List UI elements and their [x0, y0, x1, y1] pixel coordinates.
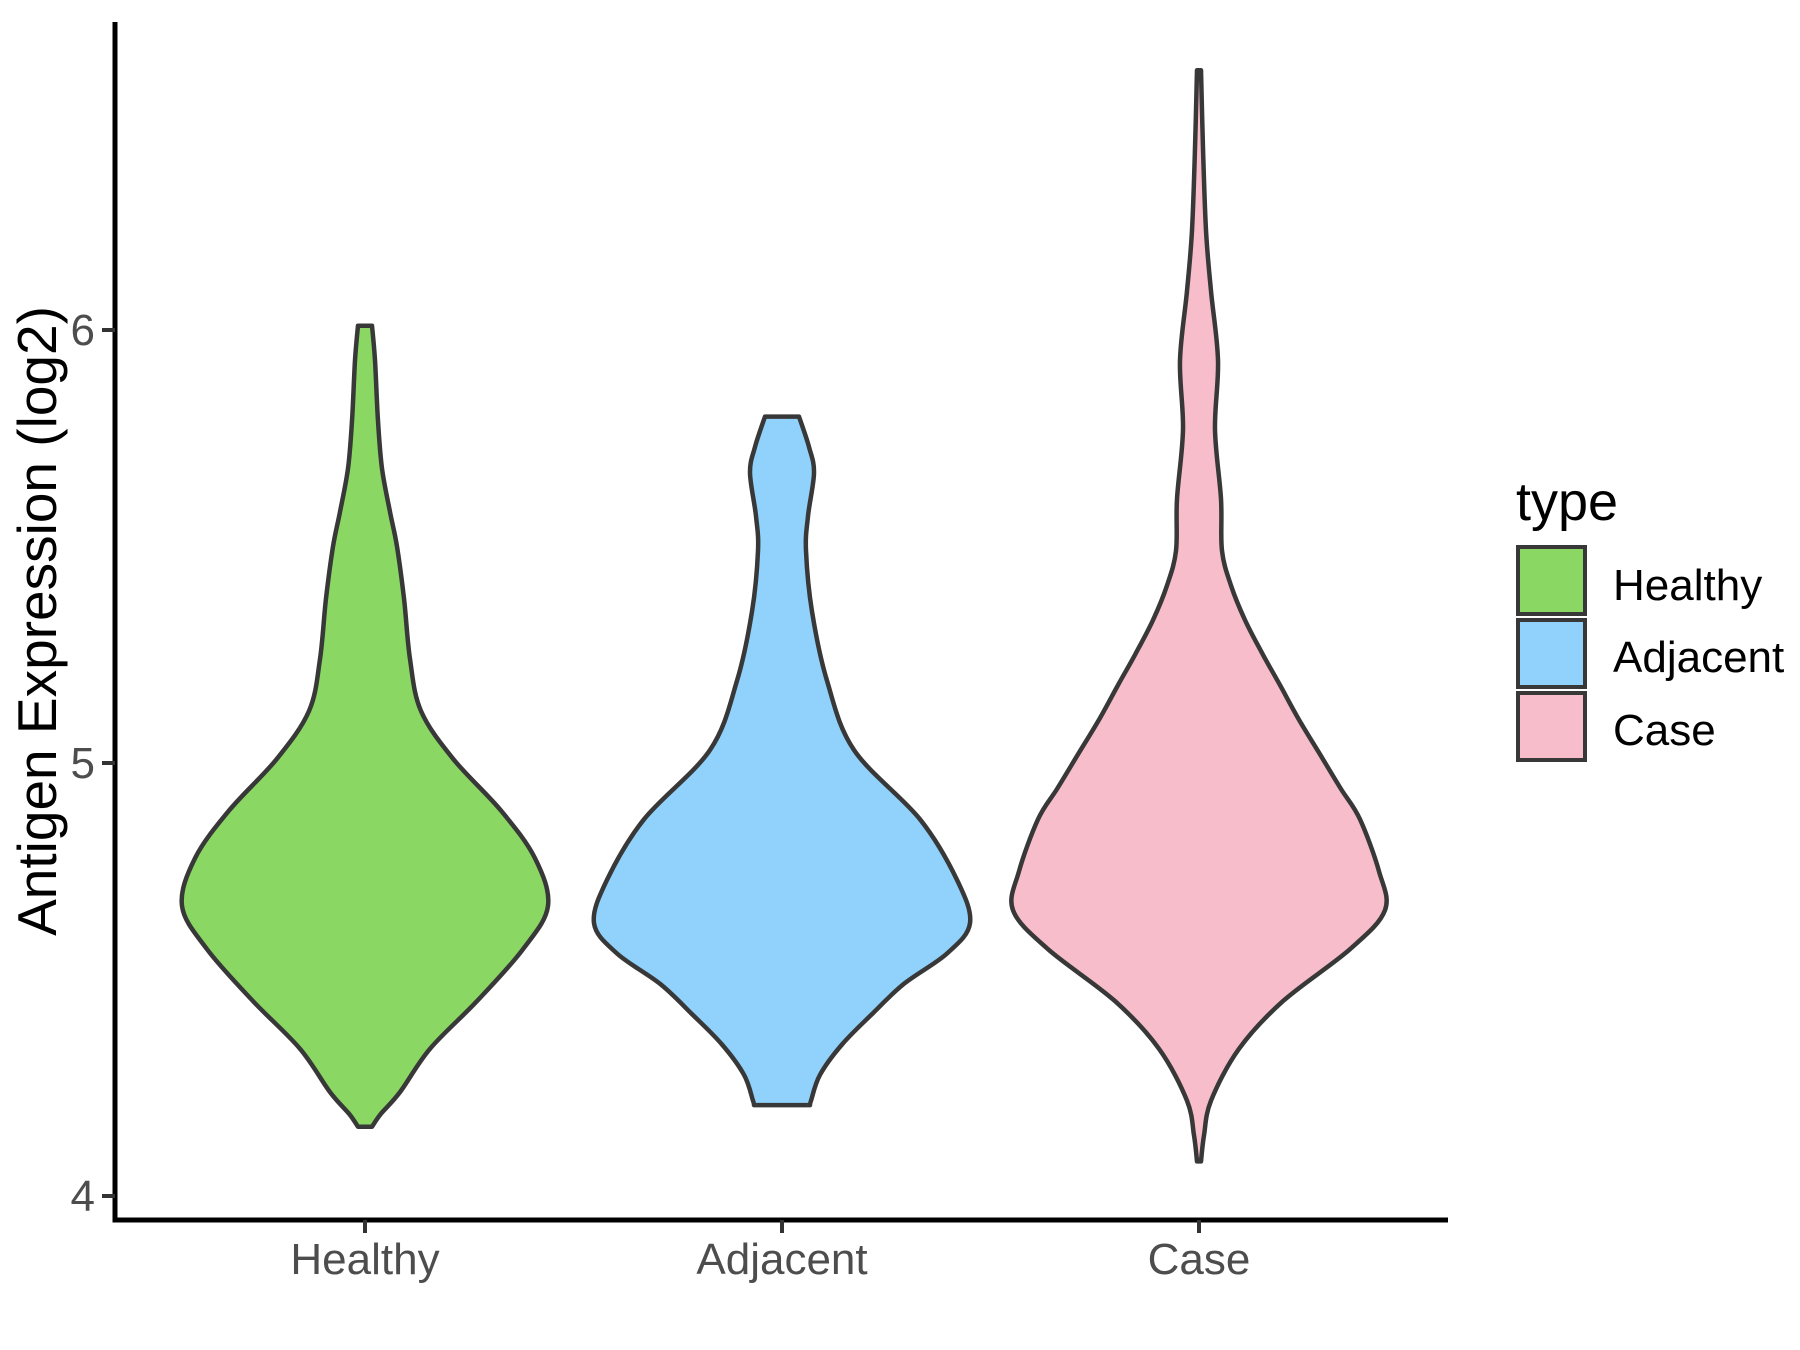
y-tick-label-6: 6: [71, 306, 95, 355]
x-tick-label-healthy: Healthy: [290, 1235, 439, 1284]
legend-label-adjacent: Adjacent: [1613, 633, 1784, 682]
x-axis-ticks: [363, 1220, 1201, 1233]
x-tick-label-case: Case: [1148, 1235, 1251, 1284]
x-axis-labels: Healthy Adjacent Case: [290, 1235, 1250, 1284]
y-axis-ticks: [102, 328, 115, 1198]
legend-title: type: [1516, 472, 1618, 532]
violin-adjacent: [591, 414, 973, 1108]
violin-case: [1009, 67, 1389, 1164]
y-axis-labels: 4 5 6: [71, 306, 95, 1221]
y-axis-title: Antigen Expression (log2): [6, 306, 68, 936]
y-tick-label-4: 4: [71, 1172, 95, 1221]
y-tick-label-5: 5: [71, 739, 95, 788]
legend-key-healthy: [1516, 545, 1587, 616]
violin-healthy: [179, 323, 551, 1129]
legend: type Healthy Adjacent Case: [1516, 472, 1784, 762]
violin-layer: [179, 67, 1389, 1164]
legend-label-case: Case: [1613, 706, 1716, 755]
legend-key-adjacent: [1516, 618, 1587, 689]
legend-label-healthy: Healthy: [1613, 561, 1762, 610]
x-tick-label-adjacent: Adjacent: [696, 1235, 867, 1284]
legend-key-case: [1516, 691, 1587, 762]
